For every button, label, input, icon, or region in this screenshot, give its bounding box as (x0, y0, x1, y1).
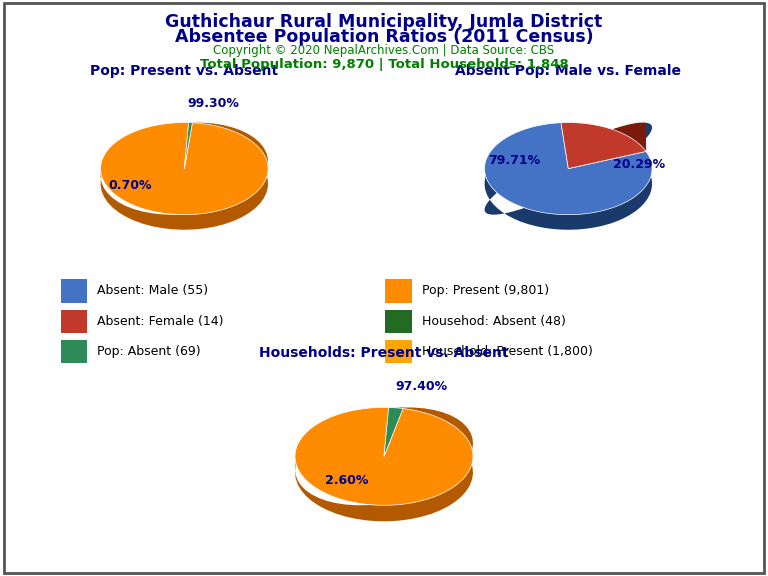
Text: Pop: Absent (69): Pop: Absent (69) (97, 346, 200, 358)
Bar (386, 340, 412, 363)
Text: Househod: Absent (48): Househod: Absent (48) (422, 315, 566, 328)
Text: Absent: Female (14): Absent: Female (14) (97, 315, 223, 328)
Polygon shape (384, 407, 403, 456)
Text: 20.29%: 20.29% (614, 158, 666, 171)
Text: Total Population: 9,870 | Total Households: 1,848: Total Population: 9,870 | Total Househol… (200, 58, 568, 71)
Bar (61, 310, 87, 333)
Bar (386, 310, 412, 333)
Polygon shape (485, 123, 652, 215)
Polygon shape (561, 123, 646, 169)
Polygon shape (561, 123, 646, 166)
Text: Absentee Population Ratios (2011 Census): Absentee Population Ratios (2011 Census) (174, 28, 594, 46)
Text: 2.60%: 2.60% (325, 474, 369, 487)
Polygon shape (295, 407, 473, 505)
Text: Household: Present (1,800): Household: Present (1,800) (422, 346, 593, 358)
Polygon shape (295, 407, 473, 521)
Bar (61, 340, 87, 363)
Text: 0.70%: 0.70% (108, 179, 151, 192)
Bar (386, 279, 412, 302)
Polygon shape (184, 123, 192, 169)
Text: Pop: Present (9,801): Pop: Present (9,801) (422, 285, 549, 297)
Polygon shape (485, 123, 652, 230)
Text: 99.30%: 99.30% (187, 97, 240, 110)
Text: 79.71%: 79.71% (488, 154, 540, 166)
Bar (61, 279, 87, 302)
Title: Households: Present vs. Absent: Households: Present vs. Absent (260, 346, 508, 361)
Text: Guthichaur Rural Municipality, Jumla District: Guthichaur Rural Municipality, Jumla Dis… (165, 13, 603, 31)
Polygon shape (389, 407, 403, 425)
Text: Copyright © 2020 NepalArchives.Com | Data Source: CBS: Copyright © 2020 NepalArchives.Com | Dat… (214, 44, 554, 57)
Text: 97.40%: 97.40% (396, 380, 448, 393)
Polygon shape (101, 123, 268, 230)
Title: Absent Pop: Male vs. Female: Absent Pop: Male vs. Female (455, 64, 681, 78)
Polygon shape (101, 123, 268, 215)
Text: Absent: Male (55): Absent: Male (55) (97, 285, 208, 297)
Title: Pop: Present vs. Absent: Pop: Present vs. Absent (91, 64, 278, 78)
Polygon shape (189, 123, 192, 138)
